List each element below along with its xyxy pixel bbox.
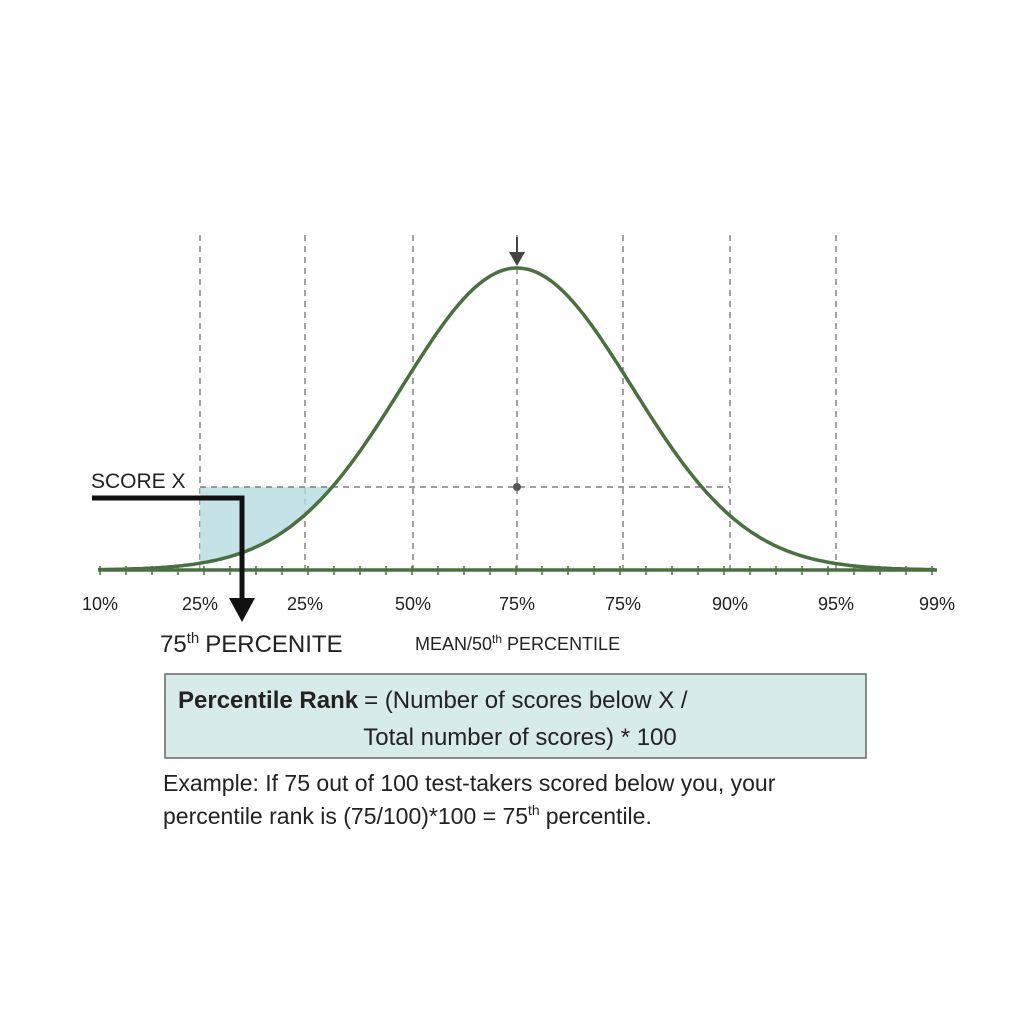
example-line2: percentile rank is (75/100)*100 = 75th pe… xyxy=(163,802,652,829)
label-suffix: th xyxy=(187,630,200,647)
axis-label: 25% xyxy=(287,594,323,614)
example-suffix: th xyxy=(528,802,540,818)
axis-label: 99% xyxy=(919,594,955,614)
score-arrow xyxy=(92,495,245,600)
label-text: PERCENTILE xyxy=(507,634,620,654)
shaded-area xyxy=(200,486,333,570)
axis-ticks xyxy=(99,566,933,575)
formula-term: Percentile Rank xyxy=(178,687,359,714)
percentile-label: 75th PERCENITE xyxy=(160,630,343,658)
label-suffix: th xyxy=(492,632,502,646)
formula-text: = (Number of scores below X / xyxy=(364,687,688,714)
label-text: PERCENITE xyxy=(205,631,342,658)
formula-line2: Total number of scores) * 100 xyxy=(363,724,677,751)
score-label: SCORE X xyxy=(91,470,186,493)
axis-labels: 10% 25% 25% 50% 75% 75% 90% 95% 99% xyxy=(82,594,955,614)
guide-lines xyxy=(199,235,837,570)
bell-curve xyxy=(98,266,935,572)
example-line1: Example: If 75 out of 100 test-takers sc… xyxy=(163,770,776,796)
mean-dot xyxy=(513,483,521,491)
axis-label: 95% xyxy=(818,594,854,614)
axis-label: 75% xyxy=(605,594,641,614)
axis-label: 50% xyxy=(395,594,431,614)
axis-label: 25% xyxy=(182,594,218,614)
label-number: 75 xyxy=(160,631,187,658)
axis-label: 10% xyxy=(82,594,118,614)
label-number: MEAN/50 xyxy=(415,634,492,654)
mean-label: MEAN/50th PERCENTILE xyxy=(415,632,620,654)
peak-arrowhead xyxy=(509,252,525,266)
axis-label: 90% xyxy=(712,594,748,614)
axis-label: 75% xyxy=(499,594,535,614)
formula-line1: Percentile Rank = (Number of scores below… xyxy=(178,687,688,714)
formula-box xyxy=(164,673,867,759)
score-arrowhead xyxy=(229,598,255,622)
example-end: percentile. xyxy=(546,803,652,829)
example-text: percentile rank is (75/100)*100 = 75 xyxy=(163,803,528,829)
